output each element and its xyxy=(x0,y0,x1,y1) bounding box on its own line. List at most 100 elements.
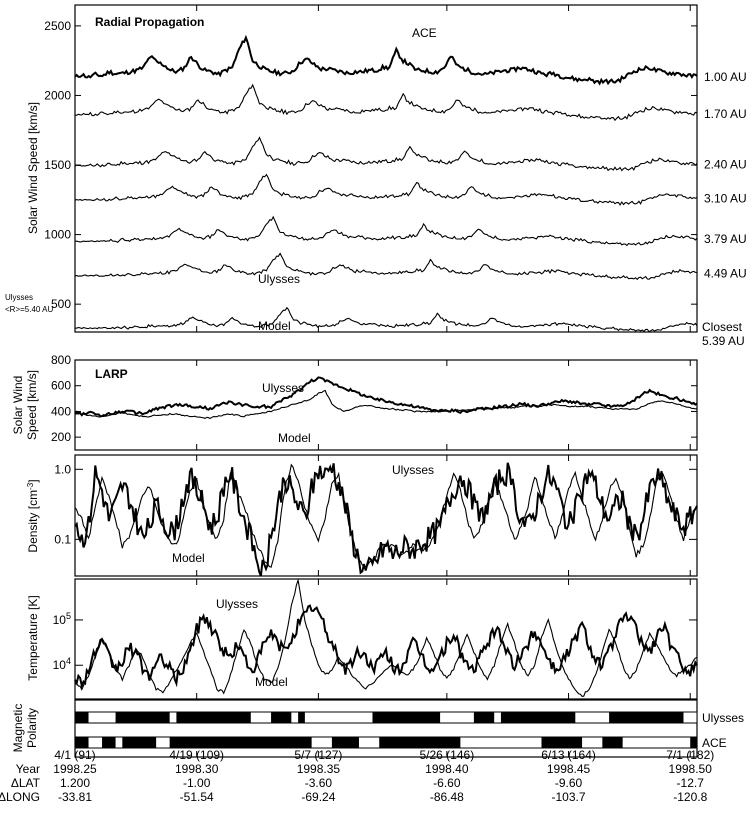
y-tick-label: 0.1 xyxy=(54,532,71,546)
polarity-band xyxy=(298,712,305,723)
speed-line-1-70-au xyxy=(74,83,698,122)
polarity-band xyxy=(473,712,495,723)
polarity-band xyxy=(500,712,576,723)
series-label: 3.10 AU xyxy=(704,192,747,206)
annotation-model: Model xyxy=(278,431,311,445)
polarity-band xyxy=(75,712,89,723)
polarity-band xyxy=(75,737,89,748)
x-tick-date: 7/1 (182) xyxy=(666,748,714,762)
polarity-band xyxy=(379,737,461,748)
side-note-ulysses: Ulysses xyxy=(5,293,33,302)
temperature-line-ulysses xyxy=(74,604,698,690)
x-tick-year: 1998.40 xyxy=(425,762,469,776)
polarity-band xyxy=(102,737,116,748)
polarity-band xyxy=(176,712,251,723)
x-tick-dlat: -1.00 xyxy=(183,776,211,790)
y-tick-label: 800 xyxy=(51,353,71,367)
x-tick-year: 1998.30 xyxy=(175,762,219,776)
y-tick-label: 200 xyxy=(51,430,71,444)
row-label-dlat: ΔLAT xyxy=(11,776,41,790)
panel5-ylabel-1: Magnetic xyxy=(11,704,25,753)
y-tick-label: 1000 xyxy=(44,228,71,242)
x-tick-date: 5/26 (146) xyxy=(419,748,474,762)
speed-line-closest-5-39-au xyxy=(74,306,698,333)
x-tick-date: 4/19 (109) xyxy=(169,748,224,762)
x-tick-dlong: -120.8 xyxy=(673,790,707,804)
y-tick-label: 600 xyxy=(51,379,71,393)
panel2-ylabel-2: Speed [km/s] xyxy=(25,370,39,440)
annotation-ulysses: Ulysses xyxy=(392,463,434,477)
panel-1-frame xyxy=(74,4,698,333)
series-label: 4.49 AU xyxy=(704,267,747,281)
speed-line-3-79-au xyxy=(74,215,698,247)
y-tick-label: 1500 xyxy=(44,158,71,172)
x-tick-dlong: -51.54 xyxy=(180,790,214,804)
panel2-ylabel-1: Solar Wind xyxy=(11,376,25,435)
panel-2-frame xyxy=(74,359,698,451)
polarity-row-ulysses: Ulysses xyxy=(702,711,744,725)
panel3-ylabel: Density [cm-3] xyxy=(26,479,40,552)
row-label-dlong: ΔLONG xyxy=(0,790,40,804)
annotation-model: Model xyxy=(172,551,205,565)
annotation-ace: ACE xyxy=(412,26,437,40)
series-label: 5.39 AU xyxy=(702,334,745,348)
polarity-band xyxy=(331,737,359,748)
annotation-model: Model xyxy=(258,319,291,333)
x-tick-year: 1998.45 xyxy=(547,762,591,776)
y-tick-label: 2000 xyxy=(44,88,71,102)
panel1-title: Radial Propagation xyxy=(95,15,204,29)
panel-3-frame xyxy=(74,454,698,577)
polarity-band xyxy=(169,737,312,748)
series-label: 1.00 AU xyxy=(704,70,747,84)
y-tick-label: 104 xyxy=(53,656,71,672)
annotation-model: Model xyxy=(255,675,288,689)
x-tick-dlat: -6.60 xyxy=(433,776,461,790)
series-label: 2.40 AU xyxy=(704,157,747,171)
larp-line-ulysses xyxy=(74,376,698,418)
density-line-ulysses xyxy=(74,462,698,577)
panel-4-frame xyxy=(74,578,698,700)
x-tick-dlat: -9.60 xyxy=(555,776,583,790)
polarity-band xyxy=(609,712,684,723)
x-tick-date: 6/13 (164) xyxy=(541,748,596,762)
y-tick-label: 400 xyxy=(51,404,71,418)
temperature-line-model xyxy=(74,578,698,697)
side-note-r: <R>=5.40 AU xyxy=(5,305,53,314)
polarity-row-ace: ACE xyxy=(702,736,727,750)
larp-line-model xyxy=(74,389,698,420)
speed-line-3-10-au xyxy=(74,173,698,206)
x-tick-year: 1998.50 xyxy=(669,762,713,776)
x-tick-dlong: -86.48 xyxy=(430,790,464,804)
polarity-band xyxy=(122,737,157,748)
y-tick-label: 105 xyxy=(53,611,71,627)
polarity-band xyxy=(115,712,170,723)
panel4-ylabel: Temperature [K] xyxy=(26,595,40,680)
x-tick-dlong: -33.81 xyxy=(58,790,92,804)
panel5-ylabel-2: Polarity xyxy=(25,708,39,748)
series-label: 3.79 AU xyxy=(704,232,747,246)
series-label: Closest xyxy=(702,320,743,334)
x-tick-date: 5/7 (127) xyxy=(294,748,342,762)
annotation-ulysses: Ulysses xyxy=(262,381,304,395)
speed-line-2-40-au xyxy=(74,136,698,172)
density-line-model xyxy=(74,463,698,570)
x-tick-year: 1998.35 xyxy=(297,762,341,776)
polarity-band xyxy=(602,737,623,748)
speed-line-4-49-au xyxy=(74,252,698,281)
x-tick-year: 1998.25 xyxy=(53,762,97,776)
x-tick-date: 4/1 (91) xyxy=(54,748,95,762)
x-tick-dlat: -3.60 xyxy=(305,776,333,790)
x-tick-dlong: -103.7 xyxy=(552,790,586,804)
polarity-band xyxy=(541,737,583,748)
annotation-ulysses: Ulysses xyxy=(258,272,300,286)
panel2-title: LARP xyxy=(95,367,128,381)
series-label: 1.70 AU xyxy=(704,107,747,121)
y-tick-label: 500 xyxy=(51,297,71,311)
polarity-band xyxy=(690,737,697,748)
y-tick-label: 1.0 xyxy=(54,462,71,476)
row-label-year: Year xyxy=(16,762,40,776)
polarity-band xyxy=(271,712,292,723)
x-tick-dlat: 1.200 xyxy=(60,776,90,790)
y-tick-label: 2500 xyxy=(44,19,71,33)
